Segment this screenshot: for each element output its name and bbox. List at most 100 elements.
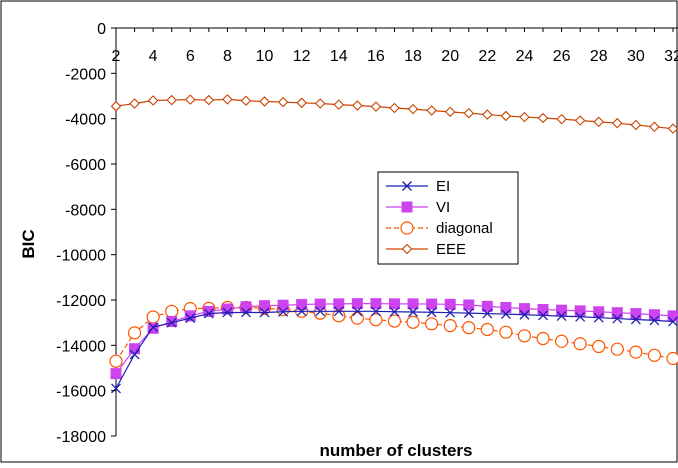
data-point-vi: [221, 303, 233, 315]
data-point-diagonal: [332, 309, 346, 323]
data-point-diagonal: [165, 304, 179, 318]
x-tick-label: 22: [478, 48, 496, 65]
legend-marker: [401, 201, 413, 213]
data-point-ei: [593, 312, 604, 323]
y-tick-label: -10000: [56, 248, 106, 265]
data-point-eee: [630, 119, 642, 131]
data-point-ei: [148, 322, 159, 333]
data-point-diagonal: [554, 334, 569, 348]
data-point-ei: [482, 308, 493, 319]
x-tick-label: 8: [223, 48, 232, 65]
data-point-vi: [648, 309, 660, 321]
data-point-eee: [574, 115, 586, 126]
ticks-layer: 0 -2000 -4000 -6000 -8000 -10000 -12000 -14000 -…: [56, 21, 678, 446]
legend-marker: [402, 181, 412, 191]
legend-item-ei: EI: [386, 178, 450, 195]
marker-stroke: [630, 314, 641, 325]
data-point-eee: [444, 106, 456, 118]
data-point-vi: [370, 298, 382, 310]
data-point-ei: [500, 309, 511, 320]
data-point-vi: [351, 298, 363, 310]
series-vi: [110, 298, 678, 380]
data-point-eee: [463, 107, 475, 119]
data-point-eee: [537, 112, 549, 124]
y-tick-label: -12000: [56, 293, 106, 310]
data-point-eee: [240, 95, 252, 107]
data-point-vi: [147, 322, 159, 334]
data-point-vi: [593, 306, 605, 318]
data-point-diagonal: [499, 325, 513, 339]
data-point-eee: [314, 98, 326, 109]
data-point-eee: [426, 105, 437, 116]
data-point-vi: [537, 304, 549, 316]
marker-stroke: [482, 308, 493, 319]
data-point-vi: [240, 301, 252, 313]
legend-label: VI: [436, 199, 450, 216]
marker-stroke: [259, 307, 270, 318]
data-point-ei: [166, 317, 177, 328]
y-tick-label: -4000: [65, 112, 106, 129]
data-point-eee: [519, 111, 530, 123]
legend-label: EEE: [436, 241, 466, 258]
data-point-eee: [259, 96, 270, 107]
data-point-diagonal: [629, 345, 643, 359]
data-point-vi: [556, 304, 568, 316]
series-layer: [109, 94, 678, 394]
data-point-vi: [481, 300, 493, 312]
data-point-vi: [333, 298, 345, 310]
data-point-vi: [444, 298, 456, 310]
marker-stroke: [315, 306, 326, 317]
data-point-ei: [129, 349, 140, 360]
x-tick-label: 14: [330, 48, 348, 65]
data-point-diagonal: [592, 339, 606, 354]
data-point-vi: [463, 299, 475, 311]
data-point-ei: [556, 311, 567, 322]
x-tick-label: 18: [404, 48, 422, 65]
legend-label: EI: [436, 178, 450, 195]
data-point-eee: [556, 113, 567, 125]
y-tick-label: -6000: [65, 157, 106, 174]
data-point-ei: [463, 308, 474, 319]
data-point-diagonal: [443, 319, 457, 333]
marker-stroke: [593, 312, 604, 323]
x-tick-label: 26: [553, 48, 571, 65]
legend-marker: [400, 221, 414, 235]
y-tick-label: -14000: [56, 338, 106, 355]
data-point-vi: [110, 368, 122, 380]
data-point-ei: [630, 314, 641, 325]
data-point-diagonal: [610, 342, 624, 356]
data-point-eee: [277, 96, 289, 108]
data-point-diagonal: [480, 322, 494, 337]
data-point-ei: [185, 313, 196, 324]
data-point-ei: [519, 309, 530, 320]
marker-stroke: [352, 306, 363, 317]
data-point-vi: [630, 308, 642, 320]
data-point-vi: [314, 298, 326, 310]
data-point-eee: [166, 94, 177, 106]
data-point-eee: [667, 123, 678, 134]
marker-stroke: [556, 311, 567, 322]
marker-stroke: [538, 310, 548, 321]
data-point-diagonal: [517, 329, 532, 343]
marker-stroke: [426, 307, 437, 318]
data-point-diagonal: [146, 310, 160, 324]
data-point-ei: [445, 307, 456, 318]
marker-stroke: [241, 307, 251, 318]
x-tick-label: 6: [186, 48, 195, 65]
data-point-vi: [426, 298, 438, 310]
data-point-eee: [352, 100, 363, 111]
data-point-ei: [333, 306, 344, 317]
data-point-ei: [538, 310, 548, 321]
y-tick-label: -2000: [65, 66, 106, 83]
data-point-vi: [574, 305, 586, 317]
data-point-eee: [296, 97, 307, 109]
x-tick-label: 24: [516, 48, 534, 65]
data-point-diagonal: [666, 351, 678, 366]
marker-stroke: [185, 313, 196, 324]
marker-stroke: [278, 306, 289, 317]
data-point-eee: [407, 103, 419, 115]
marker-stroke: [333, 306, 344, 317]
